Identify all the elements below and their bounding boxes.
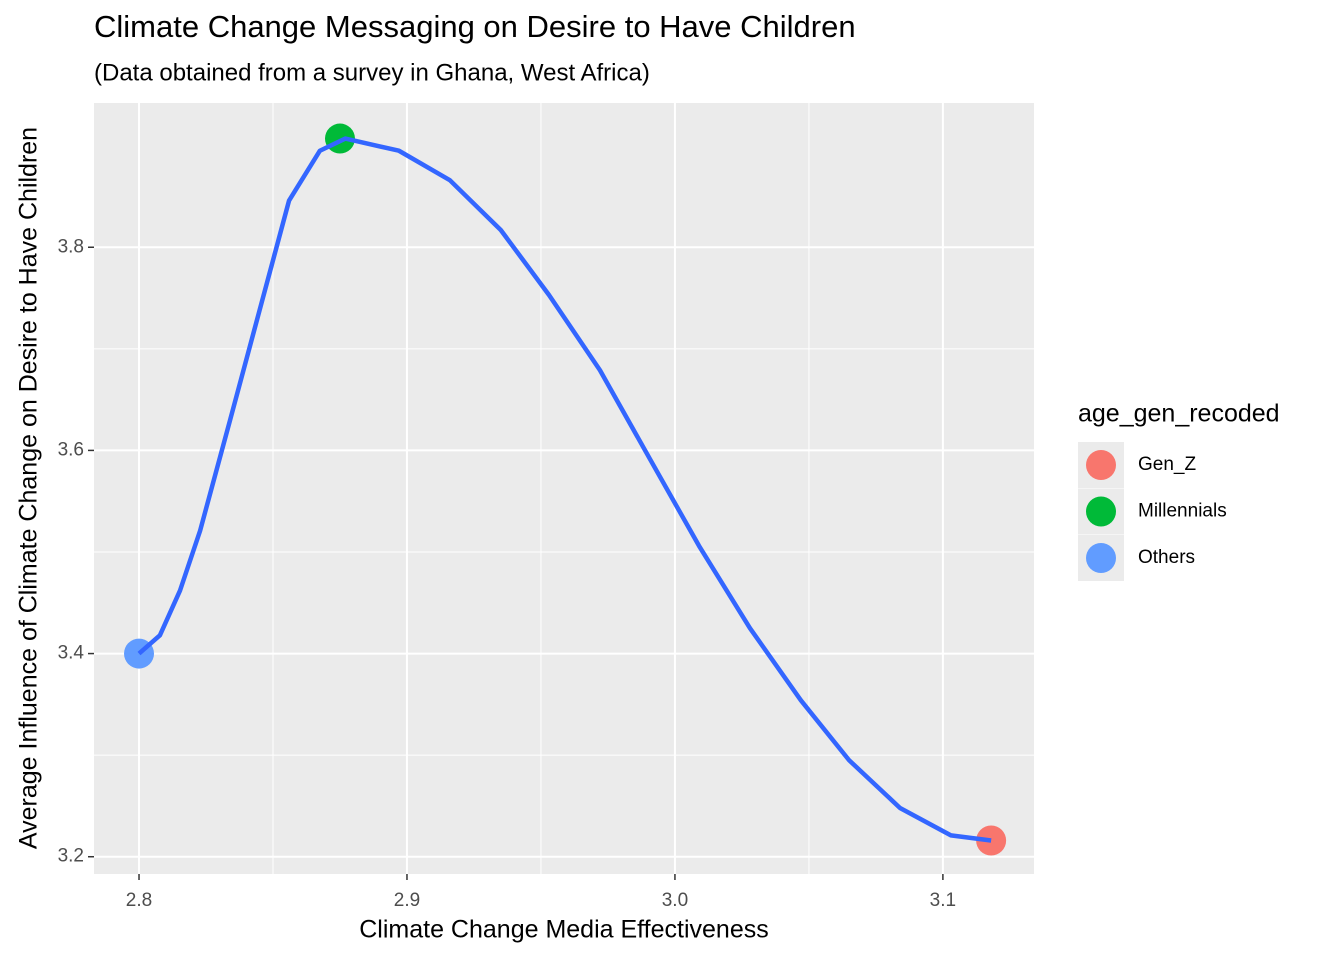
y-axis-title: Average Influence of Climate Change on D…: [15, 127, 43, 849]
legend-label: Gen_Z: [1138, 454, 1196, 475]
legend-label: Others: [1138, 547, 1195, 568]
y-tick-label: 3.4: [58, 643, 85, 664]
y-tick-label: 3.8: [58, 236, 84, 257]
plot-panel: [94, 103, 1034, 874]
x-tick-label: 2.9: [394, 890, 420, 911]
smooth-line: [137, 136, 992, 843]
x-axis-title: Climate Change Media Effectiveness: [359, 916, 768, 944]
y-tick-label: 3.2: [58, 846, 84, 867]
legend-swatch: [1086, 543, 1116, 573]
chart-subtitle: (Data obtained from a survey in Ghana, W…: [94, 59, 650, 86]
legend-swatch: [1086, 450, 1116, 480]
y-tick-label: 3.6: [58, 439, 84, 460]
x-tick-label: 3.1: [930, 890, 956, 911]
x-tick-label: 2.8: [126, 890, 152, 911]
legend-title: age_gen_recoded: [1078, 400, 1280, 428]
legend-swatch: [1086, 496, 1116, 527]
x-tick-label: 3.0: [662, 890, 688, 911]
chart-title: Climate Change Messaging on Desire to Ha…: [94, 9, 856, 44]
legend-label: Millennials: [1138, 501, 1227, 522]
